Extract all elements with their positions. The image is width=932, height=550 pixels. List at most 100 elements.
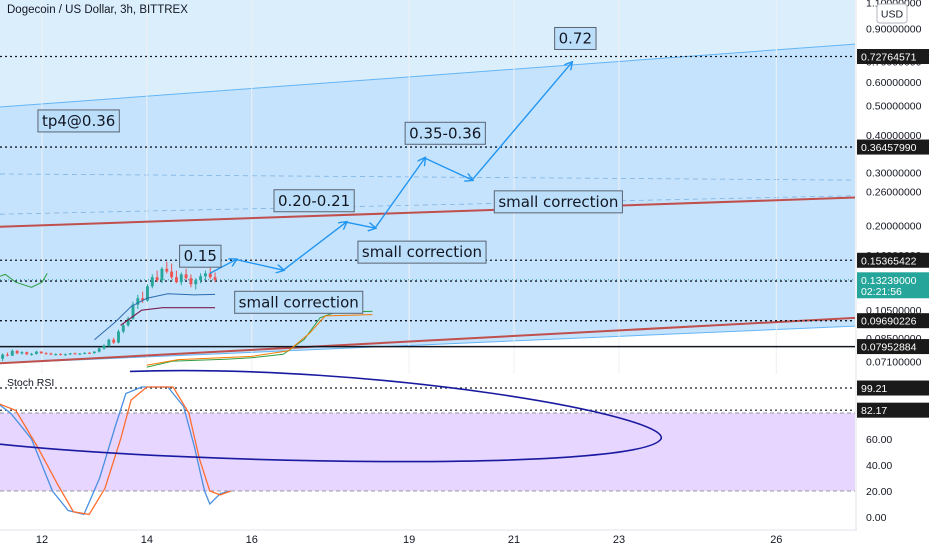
price-pane[interactable]: tp4@0.36 0.72 0.35-0.36 0.20-0.21 0.15 small … — [0, 0, 856, 530]
candle[interactable] — [194, 278, 198, 290]
stoch-tick-label: 40.00 — [866, 460, 892, 472]
candle[interactable] — [126, 316, 130, 327]
annotation-frame — [37, 109, 120, 133]
candle[interactable] — [10, 349, 14, 357]
candle[interactable] — [160, 266, 164, 284]
candle-body — [92, 351, 96, 354]
candle[interactable] — [44, 352, 48, 355]
candle[interactable] — [174, 270, 178, 284]
price-level-tag-bg — [857, 252, 929, 268]
candle[interactable] — [73, 352, 77, 355]
candle[interactable] — [121, 323, 125, 334]
price-tick-label: 0.40000000 — [866, 130, 922, 142]
annotation-box[interactable]: 0.20-0.21 — [273, 189, 355, 213]
stoch-level-tag-bg — [857, 402, 929, 418]
projection-arrow — [346, 221, 375, 228]
candle[interactable] — [20, 351, 24, 355]
candle-body — [131, 304, 135, 319]
candle[interactable] — [155, 270, 159, 283]
candle[interactable] — [184, 268, 188, 281]
candle[interactable] — [203, 270, 207, 281]
stoch-tick-label: 0.00 — [866, 512, 887, 524]
annotation-label: tp4@0.36 — [42, 112, 115, 130]
candle[interactable] — [39, 351, 43, 354]
time-tick-label: 21 — [508, 534, 520, 546]
stop-line-orange — [146, 314, 373, 366]
candle[interactable] — [150, 274, 154, 289]
candle[interactable] — [54, 353, 58, 356]
candle[interactable] — [170, 263, 174, 280]
candle[interactable] — [102, 344, 106, 350]
time-tick-label: 23 — [613, 534, 625, 546]
time-tick-label: 14 — [141, 534, 153, 546]
candle[interactable] — [59, 353, 63, 356]
annotation-frame — [179, 244, 222, 268]
candle[interactable] — [1, 353, 5, 362]
candle[interactable] — [165, 261, 169, 274]
candle[interactable] — [6, 352, 9, 357]
candle-body — [107, 339, 111, 346]
candle[interactable] — [88, 352, 91, 354]
current-price-tag: 0.13239000 — [861, 275, 917, 287]
stoch-band — [0, 413, 855, 491]
candle-body — [189, 278, 193, 285]
currency-badge-label: USD — [881, 9, 904, 21]
candle-body — [10, 350, 14, 356]
candle-body — [30, 353, 34, 355]
stoch-d-line — [0, 386, 232, 516]
candle[interactable] — [179, 272, 183, 286]
annotation-frame — [493, 190, 623, 214]
candle[interactable] — [63, 353, 67, 356]
annotation-box[interactable]: 0.15 — [179, 244, 222, 268]
candle[interactable] — [25, 351, 29, 356]
annotation-label: small correction — [362, 243, 482, 261]
candle[interactable] — [146, 284, 149, 302]
candle[interactable] — [83, 352, 87, 355]
candle[interactable] — [34, 350, 38, 355]
candle[interactable] — [189, 274, 193, 288]
annotation-label: 0.20-0.21 — [278, 192, 350, 210]
countdown-label: 02:21:56 — [861, 286, 902, 298]
candle[interactable] — [92, 351, 96, 354]
stoch-pane[interactable]: Stoch RSI — [0, 369, 855, 530]
candle-body — [199, 276, 203, 281]
stoch-title: Stoch RSI — [7, 377, 54, 389]
price-level-tag-bg — [857, 313, 929, 329]
time-tick-label: 12 — [36, 534, 48, 546]
channel-mid-line — [0, 195, 856, 215]
candle[interactable] — [136, 294, 140, 309]
currency-badge[interactable]: USD — [876, 3, 908, 24]
candle[interactable] — [213, 272, 217, 283]
annotation-box[interactable]: small correction — [234, 290, 364, 314]
candle-body — [63, 354, 67, 356]
annotation-frame — [404, 121, 486, 145]
candle[interactable] — [78, 353, 82, 356]
candle[interactable] — [15, 349, 19, 355]
candle[interactable] — [199, 273, 203, 284]
candle[interactable] — [117, 329, 120, 344]
candle-body — [184, 274, 188, 279]
candle-body — [97, 348, 101, 352]
projection-arrow — [374, 158, 425, 229]
candle[interactable] — [30, 352, 34, 356]
annotation-box[interactable]: small correction — [493, 190, 623, 214]
annotation-box[interactable]: 0.35-0.36 — [404, 121, 486, 145]
price-tick-label: 0.07100000 — [866, 356, 922, 368]
candle-body — [6, 354, 9, 356]
price-tick-label: 0.26000000 — [866, 186, 922, 198]
projection-arrow — [424, 157, 472, 180]
annotation-box[interactable]: 0.72 — [554, 26, 597, 50]
annotation-box[interactable]: tp4@0.36 — [37, 109, 120, 133]
annotation-box[interactable]: small correction — [357, 240, 487, 264]
stoch-level-tag: 82.17 — [861, 405, 887, 417]
candle[interactable] — [68, 352, 72, 355]
candle[interactable] — [97, 347, 101, 353]
candle-body — [20, 352, 24, 354]
candle[interactable] — [107, 338, 111, 347]
price-level-tag: 0.36457990 — [861, 142, 917, 154]
candle-body — [68, 353, 72, 355]
candle[interactable] — [112, 337, 116, 344]
candle-body — [208, 273, 212, 278]
candle[interactable] — [49, 352, 53, 356]
